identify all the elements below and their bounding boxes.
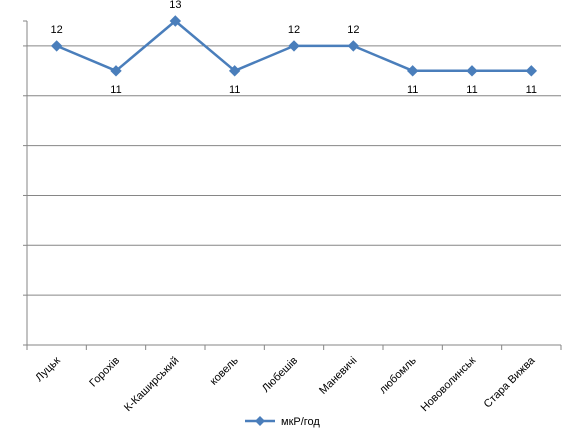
- data-point-marker: [169, 15, 182, 27]
- data-label: 12: [347, 24, 359, 36]
- x-tick-label: Горохів: [87, 355, 122, 390]
- data-point-marker: [347, 40, 360, 52]
- data-point-marker: [288, 40, 300, 52]
- data-point-marker: [406, 65, 419, 77]
- axes: [23, 21, 562, 350]
- x-tick-labels: Луцьк Горохів К-Каширський ковель Любешів Ман…: [33, 354, 538, 414]
- x-tick-label: любомль: [377, 354, 419, 396]
- data-point-marker: [228, 65, 241, 77]
- legend-series-marker: [255, 416, 265, 426]
- gridlines: [23, 20, 561, 296]
- data-label: 11: [229, 84, 240, 96]
- data-label: 12: [288, 24, 300, 36]
- data-label: 11: [110, 84, 121, 96]
- data-label: 13: [169, 0, 181, 11]
- data-label: 11: [407, 84, 418, 96]
- data-labels: 12 11 13 11 12 12 11 11 11: [51, 0, 538, 96]
- data-label: 11: [466, 84, 477, 96]
- legend: мкР/год: [245, 416, 320, 428]
- x-tick-label: К-Каширський: [122, 355, 181, 414]
- series: [50, 15, 538, 77]
- data-point-marker: [466, 65, 478, 77]
- legend-series-name: мкР/год: [281, 416, 320, 428]
- data-point-marker: [525, 65, 538, 77]
- x-tick-label: Стара Вижва: [482, 354, 538, 410]
- data-point-marker: [110, 65, 122, 77]
- x-tick-label: Луцьк: [33, 355, 63, 385]
- x-tick-label: Любешів: [260, 355, 300, 395]
- x-tick-label: Маневичі: [317, 355, 359, 397]
- data-point-marker: [50, 40, 63, 52]
- x-tick-label: Нововолинськ: [419, 355, 479, 415]
- data-label: 11: [526, 84, 537, 96]
- data-label: 12: [51, 24, 63, 36]
- x-tick-label: ковель: [208, 354, 241, 387]
